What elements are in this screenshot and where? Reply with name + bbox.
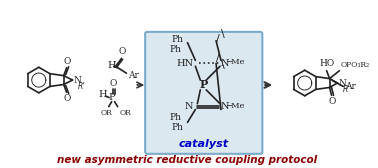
Text: OPO₃R₂: OPO₃R₂: [341, 61, 370, 69]
FancyBboxPatch shape: [145, 32, 262, 154]
Text: /: /: [216, 53, 220, 64]
Text: N: N: [74, 76, 81, 85]
Text: P: P: [108, 93, 115, 102]
Text: O: O: [64, 94, 71, 103]
Text: R': R': [77, 82, 85, 91]
Text: H: H: [107, 61, 116, 70]
Text: Ph: Ph: [172, 35, 184, 44]
Text: O: O: [329, 97, 336, 106]
Text: H: H: [99, 90, 107, 99]
Text: OR: OR: [119, 109, 132, 117]
Text: Ph: Ph: [170, 113, 181, 122]
Text: ─Me: ─Me: [226, 58, 245, 66]
Text: HN: HN: [176, 59, 194, 68]
Text: O: O: [119, 48, 126, 56]
Text: N: N: [221, 102, 229, 111]
Text: O: O: [64, 57, 71, 66]
Text: ─Me: ─Me: [226, 102, 245, 110]
Text: catalyst: catalyst: [179, 139, 229, 149]
Text: \: \: [221, 60, 225, 70]
Text: N: N: [185, 102, 194, 111]
Text: \: \: [221, 29, 225, 39]
Text: N: N: [338, 78, 346, 88]
Text: OR: OR: [101, 109, 113, 117]
Text: Ph: Ph: [172, 123, 184, 132]
Text: new asymmetric reductive coupling protocol: new asymmetric reductive coupling protoc…: [57, 155, 318, 165]
Text: Ph: Ph: [170, 45, 181, 54]
Text: HO: HO: [319, 59, 334, 68]
Text: Ar: Ar: [129, 71, 139, 80]
Text: Ar: Ar: [345, 82, 356, 91]
Text: O: O: [110, 79, 117, 88]
Text: /: /: [216, 34, 220, 44]
Text: R': R': [342, 85, 350, 94]
Text: N: N: [221, 59, 229, 68]
Text: P: P: [199, 79, 208, 91]
